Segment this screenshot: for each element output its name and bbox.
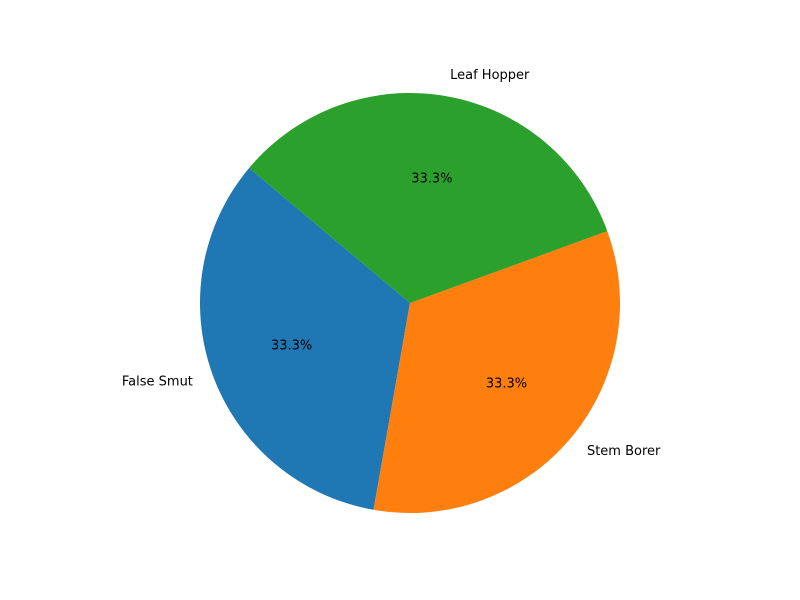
pie-slice-leaf-hopper [249, 93, 608, 304]
pie-slice-false-smut [199, 168, 410, 510]
pie-labels: False Smut 33.3% Stem Borer 33.3% Leaf Hoppe… [122, 68, 661, 459]
pie-label-false-smut: False Smut [122, 375, 193, 390]
pie-slice-stem-borer [373, 231, 621, 513]
pie-percent-stem-borer: 33.3% [486, 376, 527, 391]
pie-percent-leaf-hopper: 33.3% [411, 171, 452, 186]
pie-label-leaf-hopper: Leaf Hopper [450, 68, 530, 83]
pie-label-stem-borer: Stem Borer [587, 444, 661, 459]
pie-slices [199, 93, 621, 513]
pie-percent-false-smut: 33.3% [271, 339, 312, 354]
